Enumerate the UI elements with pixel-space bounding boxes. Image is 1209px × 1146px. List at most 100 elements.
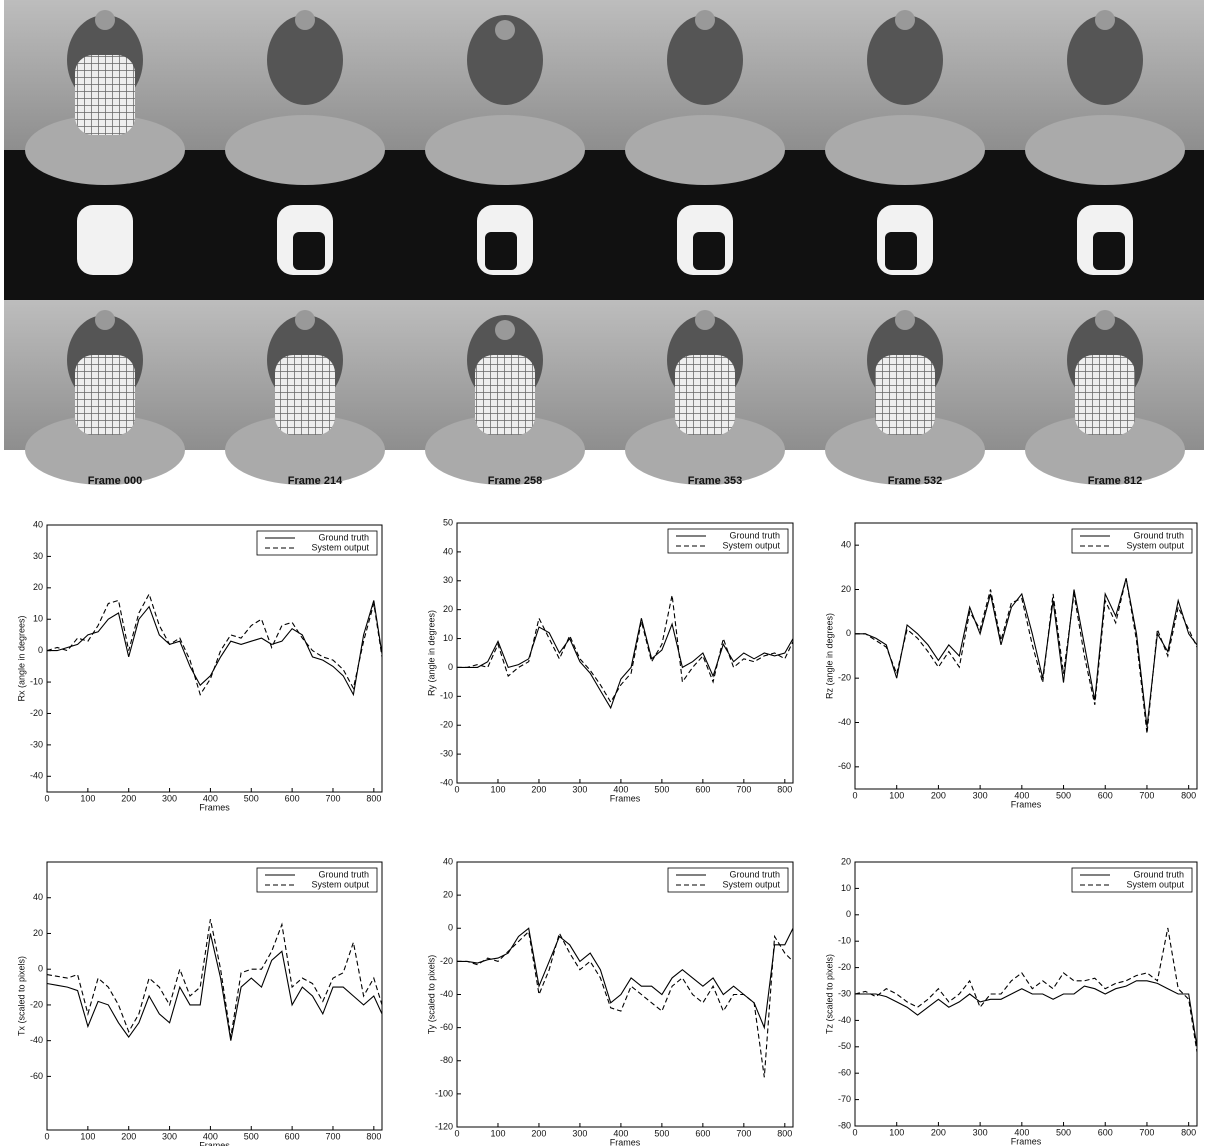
- x-tick-label: 800: [1181, 790, 1196, 800]
- x-axis-label: Frames: [199, 1140, 230, 1146]
- y-tick-label: -10: [838, 936, 851, 946]
- mesh: [475, 355, 535, 435]
- x-tick-label: 200: [121, 1131, 136, 1141]
- frame-label: Frame 353: [688, 475, 742, 487]
- x-tick-label: 500: [244, 1131, 259, 1141]
- occlusion: [693, 232, 725, 270]
- shoulders: [825, 115, 985, 185]
- x-tick-label: 100: [889, 790, 904, 800]
- x-tick-label: 200: [931, 790, 946, 800]
- x-tick-label: 300: [162, 1131, 177, 1141]
- x-tick-label: 700: [325, 1131, 340, 1141]
- photo-row: [4, 0, 1204, 150]
- y-tick-label: -80: [838, 1120, 851, 1130]
- x-tick-label: 300: [973, 790, 988, 800]
- y-tick-label: 10: [33, 614, 43, 624]
- legend-label: System output: [1126, 540, 1184, 550]
- y-tick-label: -30: [838, 988, 851, 998]
- shoulders: [425, 115, 585, 185]
- x-tick-label: 700: [325, 793, 340, 803]
- plot-frame: [457, 523, 793, 783]
- x-tick-label: 0: [454, 784, 459, 794]
- mesh: [275, 355, 335, 435]
- y-axis-label: Ry (angle in degrees): [426, 610, 436, 696]
- ball: [695, 310, 715, 330]
- y-tick-label: -60: [838, 1068, 851, 1078]
- mesh: [675, 355, 735, 435]
- y-tick-label: -20: [838, 962, 851, 972]
- mesh: [75, 55, 135, 135]
- y-tick-label: -60: [30, 1071, 43, 1081]
- y-tick-label: 20: [841, 856, 851, 866]
- x-tick-label: 500: [244, 793, 259, 803]
- x-tick-label: 300: [572, 1128, 587, 1138]
- x-tick-label: 600: [695, 784, 710, 794]
- x-axis-label: Frames: [199, 802, 230, 812]
- y-tick-label: -20: [838, 673, 851, 683]
- y-tick-label: -40: [30, 771, 43, 781]
- x-tick-label: 500: [1056, 790, 1071, 800]
- frame-label: Frame 258: [488, 475, 542, 487]
- x-tick-label: 500: [654, 784, 669, 794]
- plot-frame: [855, 862, 1197, 1126]
- figure: Frame 000 Frame 214 Frame 258 Frame 353 Fram…: [0, 0, 1209, 1146]
- y-axis-label: Ty (scaled to pixels): [426, 955, 436, 1035]
- legend-label: Ground truth: [318, 532, 369, 542]
- x-tick-label: 100: [80, 793, 95, 803]
- legend-label: Ground truth: [729, 869, 780, 879]
- frame-label: Frame 000: [88, 475, 142, 487]
- x-tick-label: 600: [695, 1128, 710, 1138]
- y-tick-label: 10: [841, 883, 851, 893]
- ball: [895, 310, 915, 330]
- x-tick-label: 800: [366, 1131, 381, 1141]
- occlusion: [485, 232, 517, 270]
- x-tick-label: 600: [1098, 1127, 1113, 1137]
- x-tick-label: 700: [1139, 1127, 1154, 1137]
- face-mask: [77, 205, 133, 275]
- y-tick-label: 40: [443, 856, 453, 866]
- ball: [95, 10, 115, 30]
- ball: [95, 310, 115, 330]
- y-tick-label: 30: [443, 575, 453, 585]
- y-tick-label: -40: [440, 777, 453, 787]
- x-tick-label: 600: [285, 793, 300, 803]
- x-tick-label: 0: [852, 1127, 857, 1137]
- x-tick-label: 700: [736, 784, 751, 794]
- frame-label: Frame 214: [288, 475, 343, 487]
- x-tick-label: 100: [490, 1128, 505, 1138]
- occlusion: [885, 232, 917, 270]
- shoulders: [1025, 115, 1185, 185]
- y-tick-label: 0: [448, 662, 453, 672]
- plot-frame: [47, 862, 382, 1130]
- y-tick-label: 20: [443, 604, 453, 614]
- y-tick-label: -30: [440, 748, 453, 758]
- y-tick-label: -50: [838, 1041, 851, 1051]
- plot-frame: [855, 523, 1197, 789]
- occlusion: [1093, 232, 1125, 270]
- x-tick-label: 500: [654, 1128, 669, 1138]
- ball: [1095, 310, 1115, 330]
- y-tick-label: 0: [448, 923, 453, 933]
- legend-label: Ground truth: [1133, 530, 1184, 540]
- y-tick-label: -10: [30, 676, 43, 686]
- y-tick-label: 0: [846, 909, 851, 919]
- x-tick-label: 600: [285, 1131, 300, 1141]
- legend-label: Ground truth: [729, 530, 780, 540]
- x-tick-label: 700: [1139, 790, 1154, 800]
- x-tick-label: 300: [572, 784, 587, 794]
- y-axis-label: Tz (scaled to pixels): [824, 954, 834, 1034]
- ball: [295, 310, 315, 330]
- x-tick-label: 800: [366, 793, 381, 803]
- ball: [695, 10, 715, 30]
- shoulders: [625, 115, 785, 185]
- x-tick-label: 800: [777, 784, 792, 794]
- y-tick-label: -20: [440, 720, 453, 730]
- y-tick-label: 40: [841, 540, 851, 550]
- legend-label: Ground truth: [318, 869, 369, 879]
- y-tick-label: -30: [30, 739, 43, 749]
- x-tick-label: 0: [852, 790, 857, 800]
- y-tick-label: 0: [38, 964, 43, 974]
- x-tick-label: 100: [490, 784, 505, 794]
- ball: [895, 10, 915, 30]
- x-tick-label: 100: [80, 1131, 95, 1141]
